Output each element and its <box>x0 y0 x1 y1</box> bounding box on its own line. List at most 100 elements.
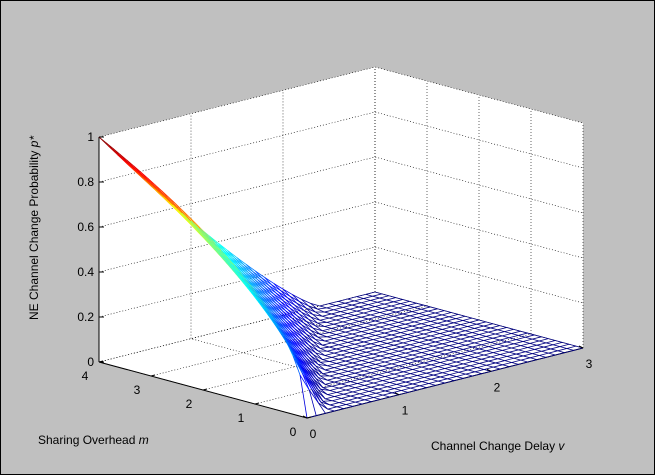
surface-line <box>441 312 452 316</box>
surface-line <box>334 367 342 370</box>
surface-line <box>393 328 404 332</box>
surface-line <box>352 377 360 380</box>
surface-line <box>292 329 300 339</box>
surface-line <box>377 359 385 363</box>
surface-line <box>428 339 436 343</box>
surface-line <box>338 358 346 362</box>
surface-line <box>398 348 408 352</box>
surface-line <box>229 257 238 266</box>
surface-line <box>465 315 473 319</box>
surface-line <box>308 356 317 367</box>
surface-line <box>373 397 381 400</box>
surface-line <box>405 307 415 311</box>
surface-line <box>345 387 356 391</box>
surface-line <box>343 335 351 339</box>
surface-line <box>362 401 372 405</box>
surface-line <box>363 327 371 330</box>
surface-line <box>252 271 261 280</box>
surface-line <box>273 283 282 291</box>
surface-line <box>430 335 438 339</box>
y-tick-label-mark <box>202 388 208 391</box>
surface-line <box>435 312 443 316</box>
surface-line <box>313 354 323 361</box>
surface-line <box>371 398 381 403</box>
surface-line <box>213 242 222 251</box>
surface-line <box>301 298 309 307</box>
surface-line <box>525 349 535 353</box>
surface-line <box>474 356 482 360</box>
surface-line <box>303 335 312 344</box>
x-tick-mark <box>578 345 584 349</box>
surface-line <box>299 357 308 369</box>
surface-line <box>539 352 549 356</box>
surface-line <box>458 326 468 330</box>
surface-line <box>352 319 360 322</box>
surface-line <box>316 412 326 417</box>
surface-line <box>324 369 333 373</box>
surface-line <box>336 375 346 379</box>
surface-line <box>327 391 337 396</box>
surface-line <box>377 357 388 361</box>
surface-line <box>303 335 314 342</box>
surface-line <box>320 401 328 410</box>
surface-line <box>398 321 406 325</box>
surface-line <box>366 337 374 340</box>
surface-line <box>312 327 321 335</box>
surface-line <box>361 386 372 390</box>
surface-line <box>318 377 328 381</box>
surface-line <box>322 373 330 377</box>
surface-line <box>312 314 323 317</box>
surface-line <box>347 327 355 331</box>
surface-line <box>481 356 491 360</box>
surface-line <box>354 300 362 304</box>
surface-line <box>398 391 409 396</box>
surface-line <box>144 178 153 186</box>
surface-line <box>447 363 455 367</box>
surface-line <box>486 348 496 352</box>
surface-line <box>262 306 271 317</box>
surface-line <box>356 339 365 343</box>
surface-line <box>382 351 390 354</box>
surface-line <box>327 363 337 367</box>
surface-line <box>373 368 381 371</box>
surface-line <box>455 332 464 336</box>
surface-line <box>446 335 454 338</box>
surface-line <box>351 302 362 306</box>
surface-line <box>379 341 388 344</box>
surface-line <box>341 398 349 401</box>
surface-line <box>506 327 514 330</box>
surface-line <box>453 351 461 354</box>
surface-line <box>280 301 289 310</box>
surface-line <box>354 327 364 331</box>
surface-line <box>154 183 162 191</box>
surface-line <box>368 347 376 351</box>
surface-line <box>197 230 206 239</box>
surface-line <box>449 371 459 375</box>
surface-line <box>361 343 371 347</box>
surface-line <box>446 347 457 351</box>
surface-line <box>548 350 558 354</box>
surface-line <box>336 346 346 350</box>
surface-line <box>335 317 346 321</box>
surface-line <box>398 319 408 323</box>
surface-line <box>306 346 316 354</box>
surface-line <box>449 357 459 361</box>
surface-line <box>352 348 360 351</box>
surface-line <box>350 381 358 384</box>
surface-line <box>407 317 417 321</box>
surface-line <box>518 361 528 365</box>
surface-line <box>312 341 321 349</box>
surface-line <box>368 376 376 380</box>
surface-line <box>318 363 328 367</box>
surface-line <box>313 327 323 332</box>
surface-line <box>384 359 395 363</box>
surface-line <box>435 310 445 314</box>
surface-line <box>536 342 547 346</box>
surface-line <box>338 373 346 376</box>
surface-line <box>370 300 378 303</box>
surface-line <box>364 382 374 386</box>
surface-line <box>331 385 340 389</box>
surface-line <box>502 349 510 353</box>
surface-line <box>282 288 291 297</box>
surface-line <box>509 363 519 368</box>
